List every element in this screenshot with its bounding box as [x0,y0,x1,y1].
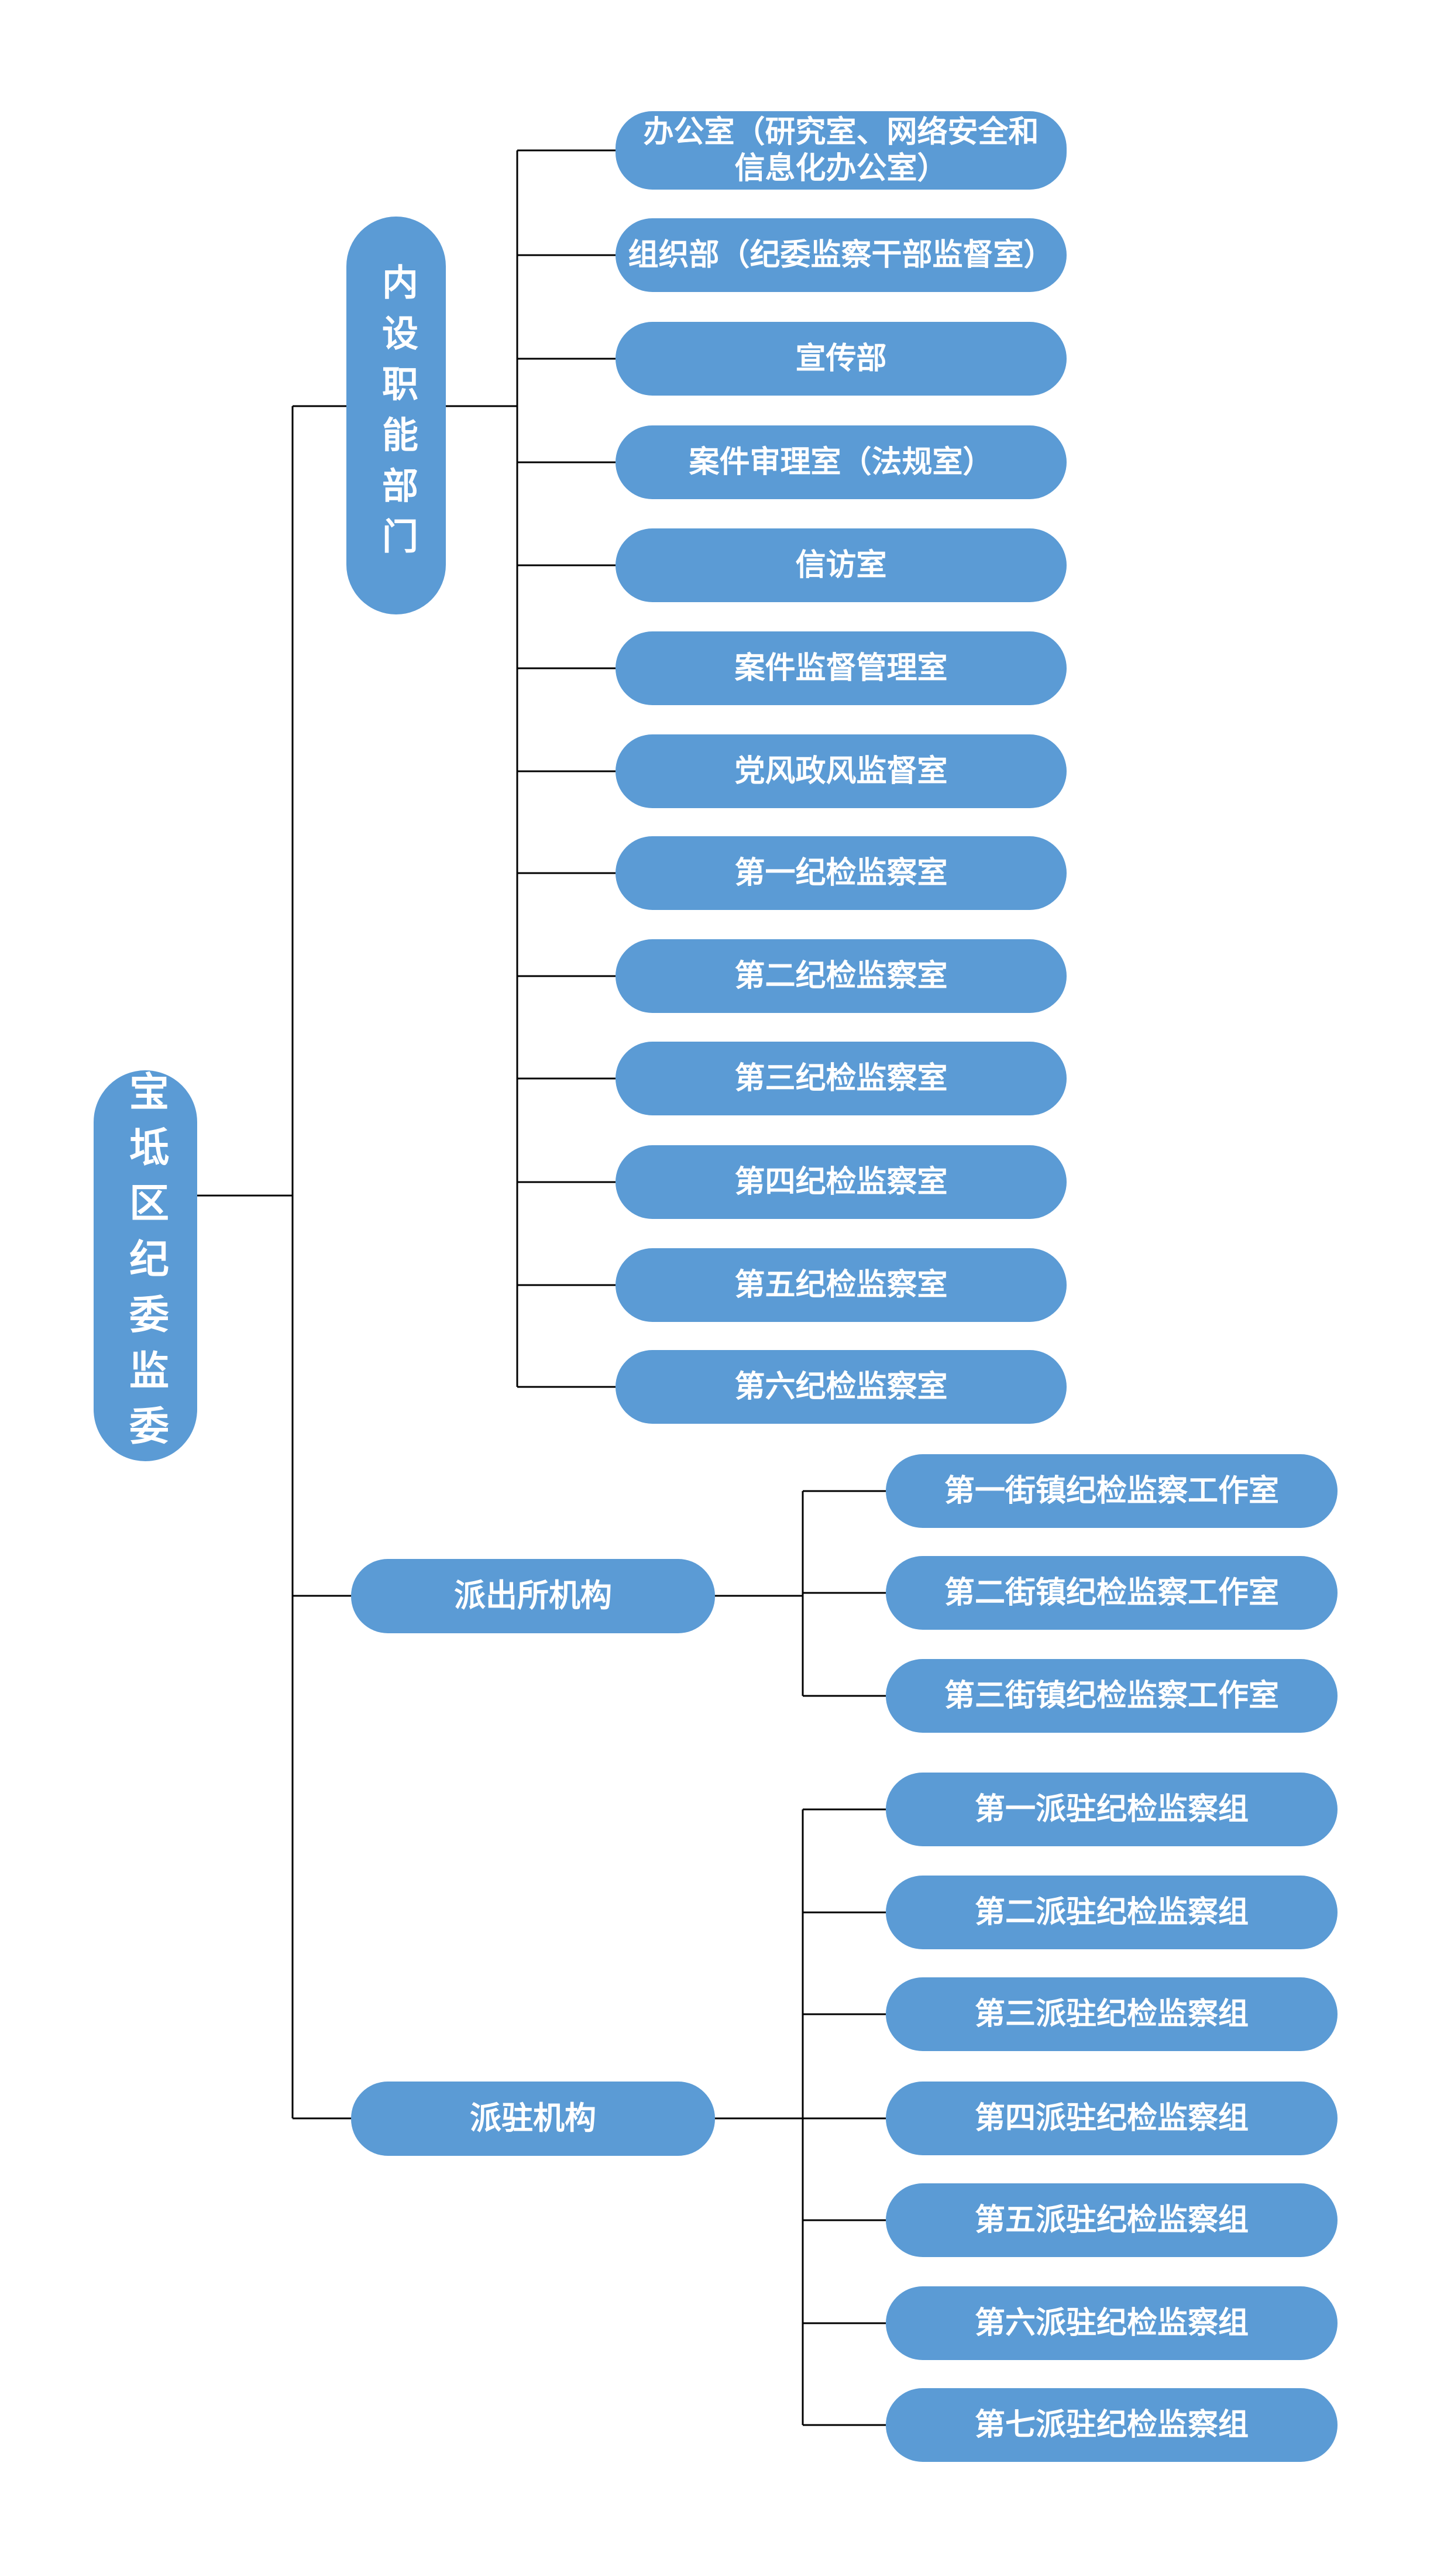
internal-dept-box: 第六纪检监察室 [616,1350,1067,1424]
township-office-box: 第一街镇纪检监察工作室 [886,1454,1338,1528]
internal-dept-box: 第三纪检监察室 [616,1042,1067,1115]
resident-group-box: 第四派驻纪检监察组 [886,2082,1338,2155]
resident-group-box: 第五派驻纪检监察组 [886,2183,1338,2257]
root-node: 宝坻区纪委监委 [94,1070,197,1461]
resident-group-box: 第三派驻纪检监察组 [886,1977,1338,2051]
internal-dept-box: 宣传部 [616,322,1067,396]
resident-group-box: 第六派驻纪检监察组 [886,2286,1338,2360]
branch-node-resident-groups: 派驻机构 [351,2082,715,2156]
internal-dept-box: 第一纪检监察室 [616,836,1067,910]
internal-dept-box: 案件监督管理室 [616,631,1067,705]
resident-group-box: 第二派驻纪检监察组 [886,1876,1338,1949]
internal-dept-box: 第四纪检监察室 [616,1145,1067,1219]
resident-group-box: 第七派驻纪检监察组 [886,2388,1338,2462]
internal-dept-box: 第二纪检监察室 [616,939,1067,1013]
internal-dept-box: 案件审理室（法规室） [616,425,1067,499]
internal-dept-box: 第五纪检监察室 [616,1248,1067,1322]
internal-dept-box: 信访室 [616,528,1067,602]
internal-dept-box: 办公室（研究室、网络安全和 信息化办公室） [616,111,1067,190]
internal-dept-box: 党风政风监督室 [616,734,1067,808]
internal-dept-box: 组织部（纪委监察干部监督室） [616,218,1067,292]
branch-node-internal-depts: 内设职能部门 [346,217,446,614]
township-office-box: 第二街镇纪检监察工作室 [886,1556,1338,1630]
township-office-box: 第三街镇纪检监察工作室 [886,1659,1338,1733]
resident-group-box: 第一派驻纪检监察组 [886,1773,1338,1846]
branch-node-dispatched-offices: 派出所机构 [351,1559,715,1633]
